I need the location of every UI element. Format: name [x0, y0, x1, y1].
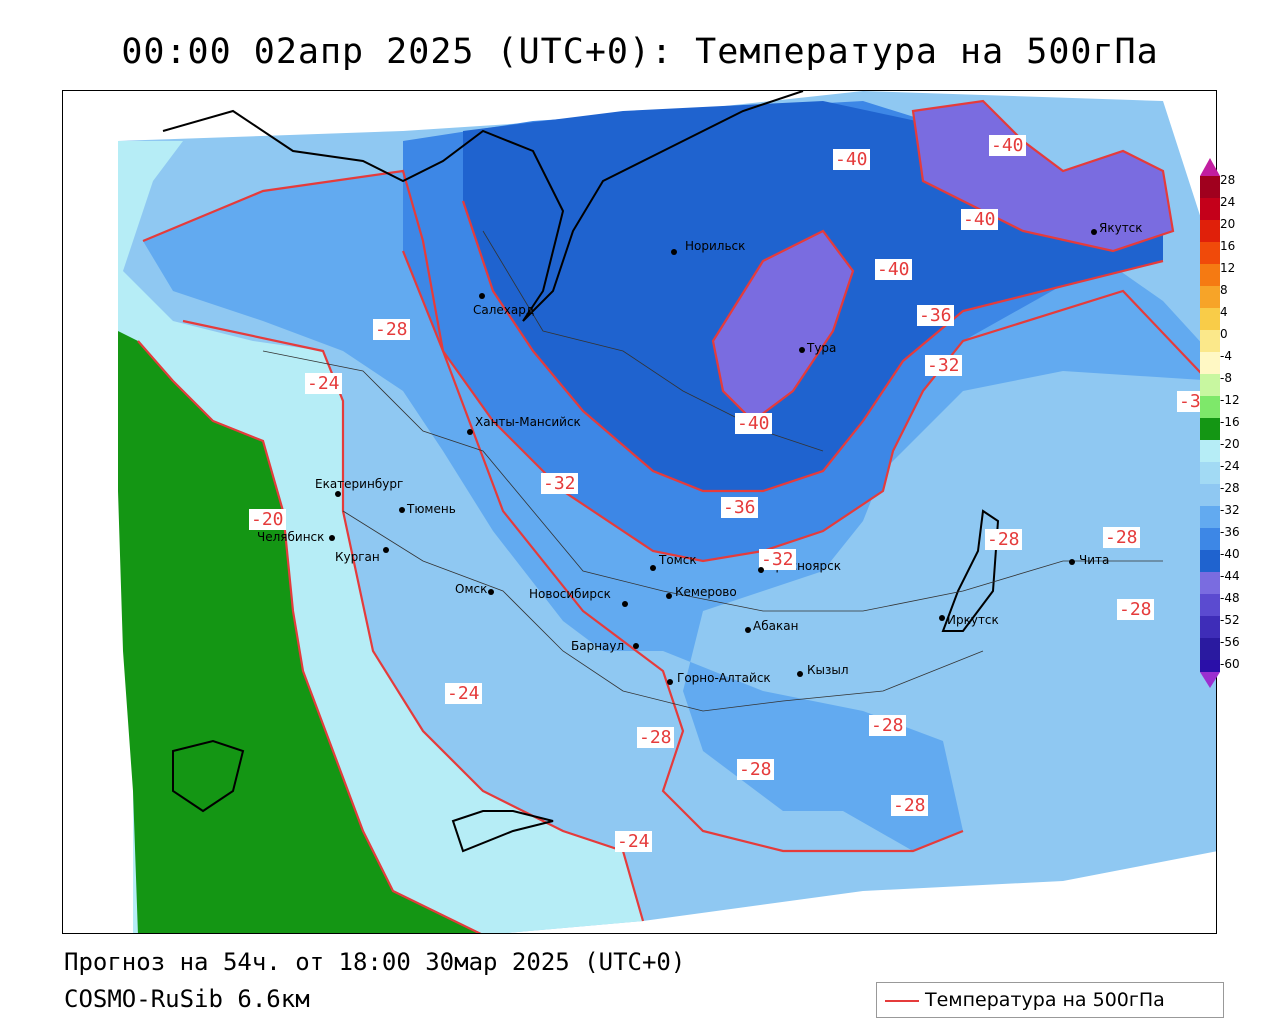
- colorbar-label: -32: [1220, 503, 1240, 517]
- colorbar-label: -28: [1220, 481, 1240, 495]
- colorbar-label: 28: [1220, 173, 1236, 187]
- contour-label: -40: [875, 259, 912, 280]
- city-label: Екатеринбург: [315, 477, 404, 491]
- contour-label: -28: [637, 727, 674, 748]
- zone-minus40-44-b: [713, 231, 853, 421]
- contour-label: -24: [445, 683, 482, 704]
- city-label: Кызыл: [807, 663, 849, 677]
- contour-label: -36: [917, 305, 954, 326]
- colorbar-label: -56: [1220, 635, 1240, 649]
- city-label: Якутск: [1099, 221, 1143, 235]
- colorbar: [1200, 158, 1220, 688]
- isotherm-minus40: [911, 99, 1175, 253]
- colorbar-label: 16: [1220, 239, 1236, 253]
- zone-minus16-20: [118, 331, 479, 933]
- isotherm-minus28: [142, 169, 964, 853]
- isotherm-minus40-b: [711, 229, 855, 423]
- colorbar-label: -24: [1220, 459, 1240, 473]
- forecast-info: Прогноз на 54ч. от 18:00 30мар 2025 (UTC…: [64, 948, 686, 976]
- city-label: Иркутск: [947, 613, 999, 627]
- contour-label: -40: [961, 209, 998, 230]
- contour-label: -28: [373, 319, 410, 340]
- model-name: COSMO-RuSib 6.6км: [64, 985, 310, 1013]
- city-label: Томск: [659, 553, 697, 567]
- colorbar-label: -36: [1220, 525, 1240, 539]
- colorbar-labels: 28 24 20 16 12 8 4 0 -4 -8 -12 -16 -20 -…: [1220, 0, 1280, 1024]
- colorbar-label: -16: [1220, 415, 1240, 429]
- city-label: Ханты-Мансийск: [475, 415, 581, 429]
- map-fill-layers: [118, 91, 1216, 933]
- contour-label: -40: [989, 135, 1026, 156]
- colorbar-label: 4: [1220, 305, 1228, 319]
- city-label: Тура: [807, 341, 837, 355]
- contour-label: -36: [721, 497, 758, 518]
- contour-label: -28: [869, 715, 906, 736]
- legend-label: Температура на 500гПа: [925, 989, 1165, 1011]
- city-label: Челябинск: [257, 530, 325, 544]
- colorbar-label: -60: [1220, 657, 1240, 671]
- colorbar-label: 8: [1220, 283, 1228, 297]
- legend: Температура на 500гПа: [876, 982, 1224, 1018]
- colorbar-label: 24: [1220, 195, 1236, 209]
- contour-label: -28: [891, 795, 928, 816]
- colorbar-label: -20: [1220, 437, 1240, 451]
- admin-borders: [262, 230, 1163, 712]
- colorbar-label: -12: [1220, 393, 1240, 407]
- legend-line-swatch: [885, 1000, 919, 1002]
- map-title: 00:00 02апр 2025 (UTC+0): Температура на…: [121, 32, 1159, 72]
- contour-label: -28: [1103, 527, 1140, 548]
- city-label: Кемерово: [675, 585, 737, 599]
- isotherm-minus32: [401, 250, 1216, 563]
- contour-label: -28: [985, 529, 1022, 550]
- contour-label: -32: [925, 355, 962, 376]
- city-label: Горно-Алтайск: [677, 671, 771, 685]
- city-label: Абакан: [753, 619, 799, 633]
- colorbar-label: 12: [1220, 261, 1236, 275]
- colorbar-bottom-arrow: [1200, 672, 1220, 688]
- contour-label: -28: [737, 759, 774, 780]
- contour-label: -24: [305, 373, 342, 394]
- contour-label: -40: [833, 149, 870, 170]
- city-label: Новосибирск: [529, 587, 611, 601]
- city-label: Омск: [455, 582, 488, 596]
- colorbar-label: 20: [1220, 217, 1236, 231]
- colorbar-top-arrow: [1200, 158, 1220, 176]
- city-label: Норильск: [685, 239, 746, 253]
- colorbar-label: -4: [1220, 349, 1232, 363]
- colorbar-label: 0: [1220, 327, 1228, 341]
- map-canvas: [118, 91, 1216, 933]
- colorbar-label: -8: [1220, 371, 1232, 385]
- colorbar-label: -52: [1220, 613, 1240, 627]
- city-label: Курган: [335, 550, 380, 564]
- contour-label: -40: [735, 413, 772, 434]
- coastline-north: [162, 91, 804, 322]
- isotherm-minus20: [137, 340, 482, 933]
- zone-minus40-44: [913, 101, 1173, 251]
- caspian-region: [172, 739, 245, 813]
- contour-label: -28: [1117, 599, 1154, 620]
- temperature-map: Норильск Салехард Тура Якутск Ханты-Манс…: [62, 90, 1217, 934]
- lake-balkhash: [451, 810, 554, 853]
- contour-label: -32: [759, 549, 796, 570]
- city-label: Барнаул: [571, 639, 625, 653]
- contour-label: -32: [541, 473, 578, 494]
- colorbar-label: -48: [1220, 591, 1240, 605]
- city-label: Тюмень: [407, 502, 456, 516]
- city-label: Чита: [1079, 553, 1110, 567]
- isotherm-minus36: [461, 200, 1164, 493]
- contour-label: -20: [249, 509, 286, 530]
- colorbar-label: -40: [1220, 547, 1240, 561]
- contour-label: -24: [615, 831, 652, 852]
- city-label: Салехард: [473, 303, 535, 317]
- colorbar-label: -44: [1220, 569, 1240, 583]
